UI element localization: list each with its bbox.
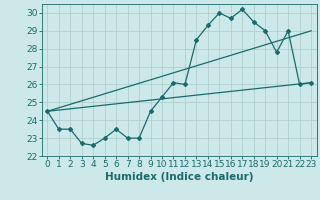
X-axis label: Humidex (Indice chaleur): Humidex (Indice chaleur)	[105, 172, 253, 182]
